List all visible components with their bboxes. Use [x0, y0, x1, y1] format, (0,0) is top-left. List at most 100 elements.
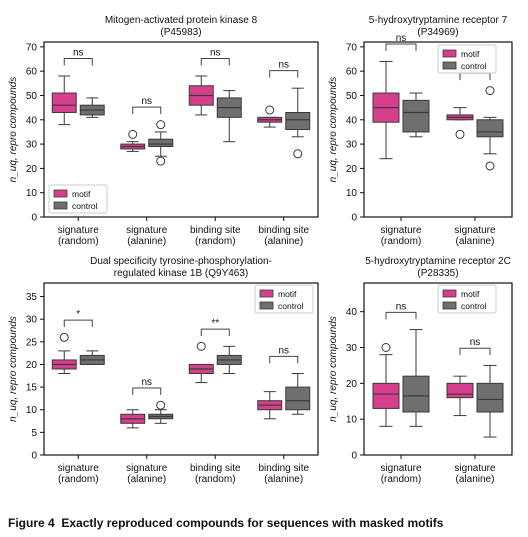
box-body — [476, 382, 504, 413]
y-tick-label: 30 — [346, 140, 358, 151]
flier-point — [196, 341, 206, 351]
caption-text: Exactly reproduced compounds for sequenc… — [61, 516, 444, 530]
box-control-2 — [148, 120, 174, 166]
y-tick-label: 20 — [26, 164, 38, 175]
plot-frame — [43, 41, 319, 218]
significance-label: ns — [141, 377, 152, 388]
y-tick-label: 0 — [31, 451, 37, 462]
y-tick-label: 35 — [26, 292, 38, 303]
legend-label-motif: motif — [278, 289, 297, 299]
box-motif-2 — [446, 107, 474, 139]
y-tick-label: 40 — [346, 115, 358, 126]
legend-label-motif: motif — [461, 289, 480, 299]
chart-subtitle: (P45983) — [160, 27, 201, 38]
significance-bracket — [200, 328, 230, 337]
legend: motif control — [48, 184, 108, 214]
x-tick-label: signature (alanine) — [454, 463, 496, 485]
significance-bracket — [132, 387, 162, 395]
x-tick-label: binding site (alanine) — [258, 463, 309, 485]
significance-bracket — [132, 106, 162, 115]
y-tick-label: 10 — [346, 188, 358, 199]
y-axis-label: n_uq, repro compounds — [328, 316, 339, 422]
significance-bracket — [385, 311, 417, 320]
box-control-4 — [285, 87, 311, 159]
y-tick-label: 60 — [26, 67, 38, 78]
flier-point — [128, 129, 138, 139]
plot-frame — [363, 282, 513, 456]
x-tick-label: binding site (random) — [190, 225, 241, 247]
legend-label-control: control — [461, 61, 487, 71]
y-tick-label: 10 — [26, 405, 38, 416]
flier-point — [265, 105, 275, 115]
legend-label-motif: motif — [461, 49, 480, 59]
chart-title: 5-hydroxytryptamine receptor 2C — [365, 256, 511, 267]
flier-point — [156, 156, 166, 166]
legend-swatch-motif — [442, 49, 457, 58]
y-tick-label: 20 — [346, 164, 358, 175]
significance-label: ns — [396, 33, 407, 44]
significance-bracket — [269, 355, 299, 364]
legend-label-control: control — [461, 301, 487, 311]
y-tick-label: 60 — [346, 67, 358, 78]
box-body — [372, 382, 400, 409]
box-control-1 — [79, 97, 105, 118]
box-control-4 — [285, 373, 311, 415]
y-axis-label: n_uq, repro compounds — [8, 77, 19, 183]
x-tick-label: signature (random) — [380, 463, 422, 485]
box-motif-1 — [51, 332, 77, 375]
y-tick-label: 40 — [346, 307, 358, 318]
flier-point — [455, 129, 465, 139]
flier-point — [156, 120, 166, 130]
y-tick-label: 50 — [346, 91, 358, 102]
x-tick-label: signature (random) — [380, 225, 422, 247]
legend: motif control — [437, 44, 497, 74]
significance-label: ns — [278, 345, 289, 356]
y-tick-label: 70 — [346, 42, 358, 53]
plot-frame — [363, 41, 513, 218]
legend-label-control: control — [278, 301, 304, 311]
box-motif-2 — [446, 375, 474, 417]
chart-subtitle: regulated kinase 1B (Q9Y463) — [114, 268, 249, 279]
y-tick-label: 40 — [26, 115, 38, 126]
box-body — [148, 138, 174, 148]
box-motif-2 — [120, 409, 146, 429]
box-body — [285, 111, 311, 131]
box-body — [402, 375, 430, 413]
significance-bracket — [459, 72, 491, 81]
box-motif-4 — [257, 391, 283, 420]
box-control-2 — [476, 364, 504, 438]
flier-point — [59, 332, 69, 342]
significance-label: ns — [73, 48, 84, 59]
box-control-1 — [402, 329, 430, 427]
legend-swatch-motif — [442, 289, 457, 298]
box-body — [51, 92, 77, 113]
x-tick-label: signature (random) — [58, 225, 100, 247]
y-axis-label: n_uq, repro compounds — [8, 316, 19, 422]
box-motif-4 — [257, 105, 283, 128]
box-motif-1 — [372, 60, 400, 160]
x-tick-label: signature (alanine) — [454, 225, 496, 247]
chart-subtitle: (P34969) — [417, 27, 458, 38]
y-tick-label: 5 — [31, 428, 37, 439]
significance-bracket — [459, 347, 491, 356]
box-body — [446, 382, 474, 399]
box-control-2 — [148, 400, 174, 424]
y-tick-label: 10 — [346, 415, 358, 426]
box-motif-3 — [188, 341, 214, 384]
flier-point — [156, 400, 166, 410]
box-motif-2 — [120, 129, 146, 152]
significance-label: * — [76, 309, 80, 320]
significance-label: ns — [396, 301, 407, 312]
box-control-3 — [216, 345, 242, 375]
legend: motif control — [437, 284, 497, 314]
x-tick-label: signature (alanine) — [126, 225, 168, 247]
box-body — [285, 386, 311, 411]
box-body — [476, 119, 504, 138]
chart-subtitle: (P28335) — [417, 268, 458, 279]
y-tick-label: 0 — [351, 213, 357, 224]
box-motif-1 — [372, 343, 400, 427]
box-motif-3 — [188, 75, 214, 116]
chart-panel-1: Mitogen-activated protein kinase 8(P4598… — [8, 15, 319, 247]
legend: motif control — [254, 284, 314, 314]
